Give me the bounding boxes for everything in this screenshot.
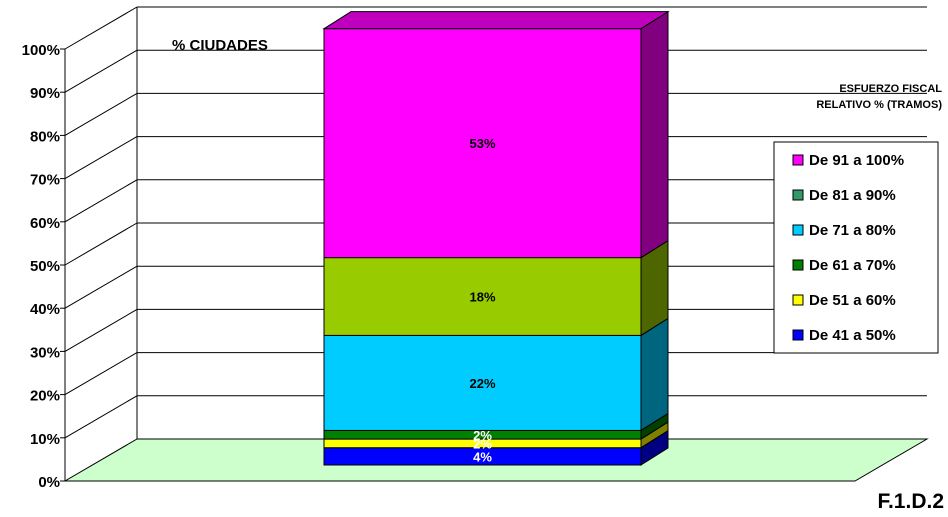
y-tick-label: 30% — [30, 344, 60, 361]
legend: De 91 a 100% De 81 a 90% De 71 a 80% De 61 … — [773, 141, 939, 354]
y-tick-label: 100% — [22, 42, 60, 59]
y-tick-label: 0% — [38, 474, 60, 491]
legend-label: De 71 a 80% — [809, 222, 896, 239]
legend-label: De 61 a 70% — [809, 257, 896, 274]
gridline-side — [64, 136, 138, 180]
y-tick-label: 40% — [30, 301, 60, 318]
y-tick-label: 90% — [30, 85, 60, 102]
legend-swatch — [792, 259, 804, 271]
bar-segment — [323, 257, 642, 336]
legend-swatch — [792, 224, 804, 236]
gridline-side — [64, 179, 138, 223]
bar-top-face — [322, 11, 670, 30]
data-label: 22% — [469, 376, 495, 391]
y-axis-title: % CIUDADES — [172, 37, 268, 54]
y-tick-label: 70% — [30, 172, 60, 189]
bar-segment-side — [640, 317, 669, 432]
gridline-side — [64, 308, 138, 352]
gridline-side — [64, 352, 138, 396]
legend-swatch — [792, 189, 804, 201]
data-label: 53% — [469, 136, 495, 151]
gridline-side — [64, 265, 138, 309]
gridline-side — [64, 92, 138, 136]
gridline-side — [64, 6, 138, 50]
figure-id: F.1.D.2 — [877, 490, 944, 513]
bar-segment — [323, 28, 642, 259]
legend-box — [773, 141, 939, 354]
y-tick-label: 50% — [30, 258, 60, 275]
data-label: 2% — [473, 436, 492, 451]
legend-label: De 51 a 60% — [809, 292, 896, 309]
legend-title-line2: RELATIVO % (TRAMOS) — [816, 99, 942, 111]
data-label: 18% — [469, 290, 495, 305]
legend-title-line1: ESFUERZO FISCAL — [839, 83, 942, 95]
legend-label: De 91 a 100% — [809, 152, 904, 169]
legend-label: De 41 a 50% — [809, 327, 896, 344]
bar-segment-side — [640, 10, 669, 259]
y-tick-label: 20% — [30, 388, 60, 405]
bar-segment — [323, 334, 642, 431]
y-tick-label: 80% — [30, 128, 60, 145]
y-tick-label: 60% — [30, 215, 60, 232]
legend-swatch — [792, 329, 804, 341]
legend-label: De 81 a 90% — [809, 187, 896, 204]
gridline-side — [64, 49, 138, 93]
data-label: 2% — [473, 428, 492, 443]
legend-swatch — [792, 154, 804, 166]
data-label: 4% — [473, 449, 492, 464]
gridline-side — [64, 222, 138, 266]
gridline-side — [64, 395, 138, 439]
legend-swatch — [792, 294, 804, 306]
y-tick-label: 10% — [30, 431, 60, 448]
